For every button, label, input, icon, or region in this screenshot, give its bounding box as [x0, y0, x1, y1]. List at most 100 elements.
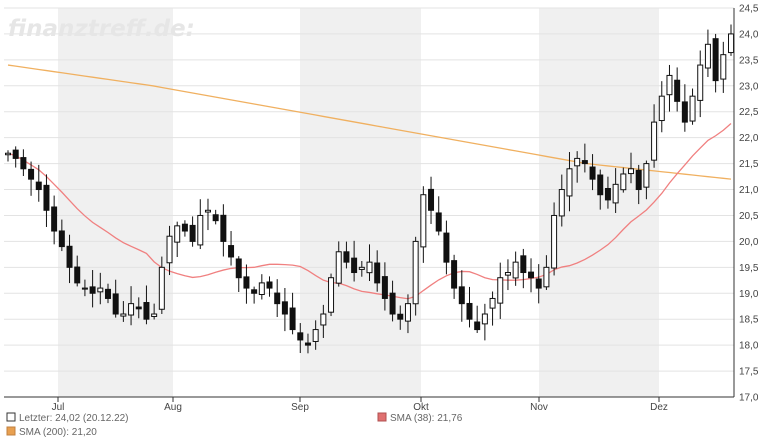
- candle-body-down: [112, 293, 119, 315]
- candle-body-up: [566, 168, 573, 197]
- candle: [166, 225, 173, 276]
- candle-body-down: [681, 101, 688, 123]
- watermark: finanztreff.de:: [8, 16, 195, 42]
- candle-body-up: [543, 266, 550, 288]
- candle-body-down: [289, 307, 296, 331]
- candle: [112, 279, 119, 318]
- candle: [297, 323, 304, 354]
- candle: [212, 209, 219, 225]
- candle: [174, 221, 181, 258]
- candles: [5, 24, 734, 354]
- candle: [228, 231, 235, 266]
- candle: [12, 146, 19, 168]
- candle-body-down: [243, 276, 250, 289]
- candle: [304, 333, 311, 354]
- sma200-layer: [7, 64, 732, 180]
- candle: [181, 220, 188, 237]
- candle: [428, 176, 435, 224]
- candle: [435, 196, 442, 236]
- candle: [43, 174, 50, 227]
- candle-body-down: [528, 271, 535, 279]
- y-tick-label: 21,0: [739, 185, 759, 196]
- candle-body-down: [451, 260, 458, 289]
- legend-swatch-sma200: [6, 426, 16, 436]
- candle-body-up: [574, 157, 581, 167]
- candle-body-down: [435, 212, 442, 232]
- candle: [158, 256, 165, 314]
- candle: [320, 304, 327, 338]
- candle-body-down: [535, 278, 542, 289]
- candle-body-down: [635, 169, 642, 191]
- candle-body-down: [597, 174, 604, 196]
- y-tick-label: 24,0: [739, 29, 759, 40]
- candle: [35, 164, 42, 202]
- candle: [5, 150, 11, 162]
- grid: [4, 7, 734, 398]
- candle: [104, 283, 111, 304]
- candle: [58, 219, 65, 252]
- legend-swatch-last: [6, 412, 16, 422]
- candle-body-up: [481, 313, 488, 325]
- legend-sma38: SMA (38): 21,76: [390, 413, 463, 424]
- candle: [558, 174, 565, 227]
- y-tick-label: 22,0: [739, 133, 759, 144]
- candle: [197, 199, 204, 250]
- candle-body-down: [581, 160, 588, 165]
- candle-body-up: [728, 33, 734, 54]
- month-shading: [58, 8, 659, 397]
- candle: [504, 259, 511, 291]
- x-tick-label: Sep: [291, 402, 309, 413]
- candle: [489, 291, 496, 326]
- candle-body-down: [297, 332, 304, 341]
- candle-body-down: [604, 187, 611, 201]
- candle: [674, 67, 681, 112]
- candle-body-up: [551, 214, 558, 269]
- candle: [458, 270, 465, 322]
- candle-body-up: [704, 43, 711, 69]
- candle-body-down: [43, 184, 50, 211]
- candle-body-down: [712, 38, 719, 82]
- candle-body-down: [35, 181, 42, 191]
- x-tick-label: Nov: [530, 402, 548, 413]
- candle: [689, 88, 696, 125]
- candle-body-up: [504, 272, 511, 276]
- y-tick-label: 17,0: [739, 393, 759, 404]
- candle: [704, 29, 711, 78]
- candle-body-down: [212, 214, 219, 222]
- candle-body-up: [651, 121, 658, 161]
- candle-body-up: [720, 54, 727, 80]
- candle-body-down: [343, 251, 350, 263]
- candle-body-down: [89, 286, 96, 294]
- candle-body-down: [589, 166, 596, 180]
- x-tick-label: Dez: [650, 402, 668, 413]
- candle-body-down: [58, 230, 65, 248]
- candle-body-down: [189, 224, 196, 242]
- candle-body-up: [489, 297, 496, 309]
- candle: [566, 152, 573, 212]
- candle: [666, 64, 673, 112]
- candle: [404, 294, 411, 334]
- candle: [535, 264, 542, 304]
- candle-body-up: [666, 74, 673, 96]
- candle: [81, 279, 88, 297]
- candle: [328, 273, 335, 317]
- candle: [135, 297, 142, 319]
- candle-body-down: [458, 286, 465, 305]
- y-tick-label: 23,0: [739, 81, 759, 92]
- candle-body-down: [674, 79, 681, 102]
- candle-body-up: [620, 173, 627, 191]
- candle: [289, 292, 296, 335]
- candle-body-down: [274, 292, 281, 305]
- candle: [358, 261, 365, 277]
- candle: [551, 202, 558, 276]
- sma200-line: [7, 64, 732, 180]
- shade-sep: [300, 8, 421, 397]
- y-tick-label: 17,5: [739, 367, 759, 378]
- candle-body-down: [66, 245, 73, 268]
- candle: [497, 262, 504, 319]
- candle-body-down: [266, 281, 273, 289]
- candle-body-up: [320, 313, 327, 326]
- candle-body-up: [497, 277, 504, 304]
- legend-sma200: SMA (200): 21,20: [19, 427, 97, 438]
